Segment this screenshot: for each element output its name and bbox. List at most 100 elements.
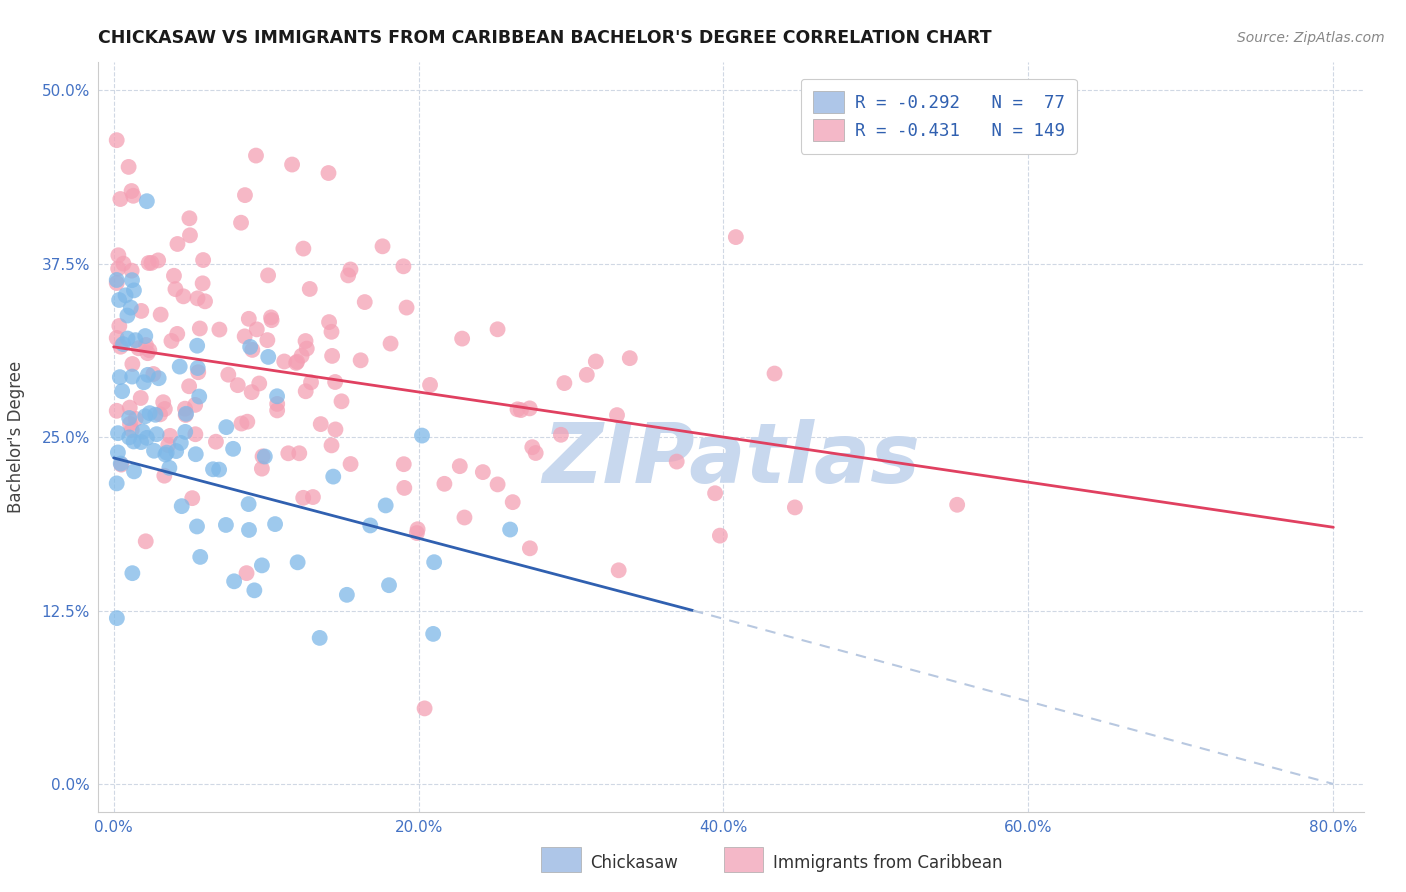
Point [110, 458, 132, 472]
Point [318, 315, 340, 329]
Point [125, 412, 148, 426]
Point [129, 435, 152, 450]
Point [256, 333, 278, 347]
Point [406, 526, 429, 541]
Point [134, 329, 156, 343]
Point [118, 417, 141, 431]
Point [138, 406, 160, 420]
Point [763, 367, 786, 381]
Point [318, 166, 340, 180]
Point [246, 322, 269, 336]
Point [215, 420, 238, 434]
Point [519, 541, 541, 556]
Point [135, 338, 157, 352]
Text: Source: ZipAtlas.com: Source: ZipAtlas.com [1237, 31, 1385, 45]
Point [174, 408, 197, 422]
Point [553, 376, 575, 390]
Point [374, 499, 396, 513]
Point [117, 309, 139, 323]
Point [273, 354, 295, 368]
Point [378, 578, 401, 592]
Point [129, 304, 152, 318]
Point [522, 440, 544, 454]
Point [291, 349, 314, 363]
Point [134, 409, 156, 424]
Point [339, 457, 361, 471]
Point [509, 403, 531, 417]
Point [285, 356, 308, 370]
Point [166, 326, 188, 341]
Point [157, 460, 180, 475]
Point [121, 184, 143, 198]
Point [165, 282, 187, 296]
Point [350, 353, 373, 368]
Point [336, 588, 359, 602]
Point [353, 295, 375, 310]
Point [135, 194, 157, 209]
Point [245, 148, 267, 162]
Point [330, 394, 353, 409]
Point [292, 242, 315, 256]
Point [118, 411, 141, 425]
Point [392, 457, 415, 471]
Point [231, 417, 253, 431]
Point [152, 395, 174, 409]
Point [266, 397, 288, 411]
Point [239, 340, 262, 354]
Point [105, 273, 128, 287]
Point [250, 558, 273, 573]
Point [422, 627, 444, 641]
Point [174, 407, 197, 421]
Point [288, 446, 311, 460]
Point [325, 422, 347, 436]
Point [423, 555, 446, 569]
Point [299, 376, 322, 390]
Point [411, 428, 433, 442]
Legend: R = -0.292   N =  77, R = -0.431   N = 149: R = -0.292 N = 77, R = -0.431 N = 149 [801, 78, 1077, 153]
Point [145, 427, 167, 442]
Point [114, 288, 136, 302]
Point [257, 268, 280, 283]
Point [240, 343, 263, 357]
Point [153, 402, 176, 417]
Point [321, 325, 343, 339]
Point [138, 343, 160, 358]
Text: CHICKASAW VS IMMIGRANTS FROM CARIBBEAN BACHELOR'S DEGREE CORRELATION CHART: CHICKASAW VS IMMIGRANTS FROM CARIBBEAN B… [98, 29, 993, 47]
Point [215, 518, 238, 533]
Point [138, 256, 160, 270]
Point [121, 357, 143, 371]
Point [124, 333, 146, 347]
Point [233, 329, 256, 343]
Point [238, 311, 260, 326]
Point [165, 444, 187, 458]
Point [169, 359, 191, 374]
Point [110, 457, 132, 471]
Point [606, 408, 628, 422]
Point [105, 611, 128, 625]
Point [155, 448, 177, 462]
Point [184, 427, 207, 442]
Text: Immigrants from Caribbean: Immigrants from Caribbean [773, 854, 1002, 871]
Point [186, 339, 208, 353]
Point [208, 462, 231, 476]
Point [105, 276, 128, 290]
Point [453, 510, 475, 524]
Point [294, 334, 316, 348]
Point [266, 403, 288, 417]
Point [186, 519, 208, 533]
Point [117, 332, 139, 346]
Point [149, 308, 172, 322]
Point [121, 566, 143, 581]
Point [222, 442, 245, 456]
Point [371, 239, 394, 253]
Point [112, 257, 135, 271]
Point [111, 384, 134, 399]
Point [170, 436, 193, 450]
Point [783, 500, 806, 515]
Point [181, 491, 204, 505]
Point [433, 476, 456, 491]
Point [308, 631, 330, 645]
Point [105, 404, 128, 418]
Point [277, 446, 299, 460]
Point [122, 284, 145, 298]
